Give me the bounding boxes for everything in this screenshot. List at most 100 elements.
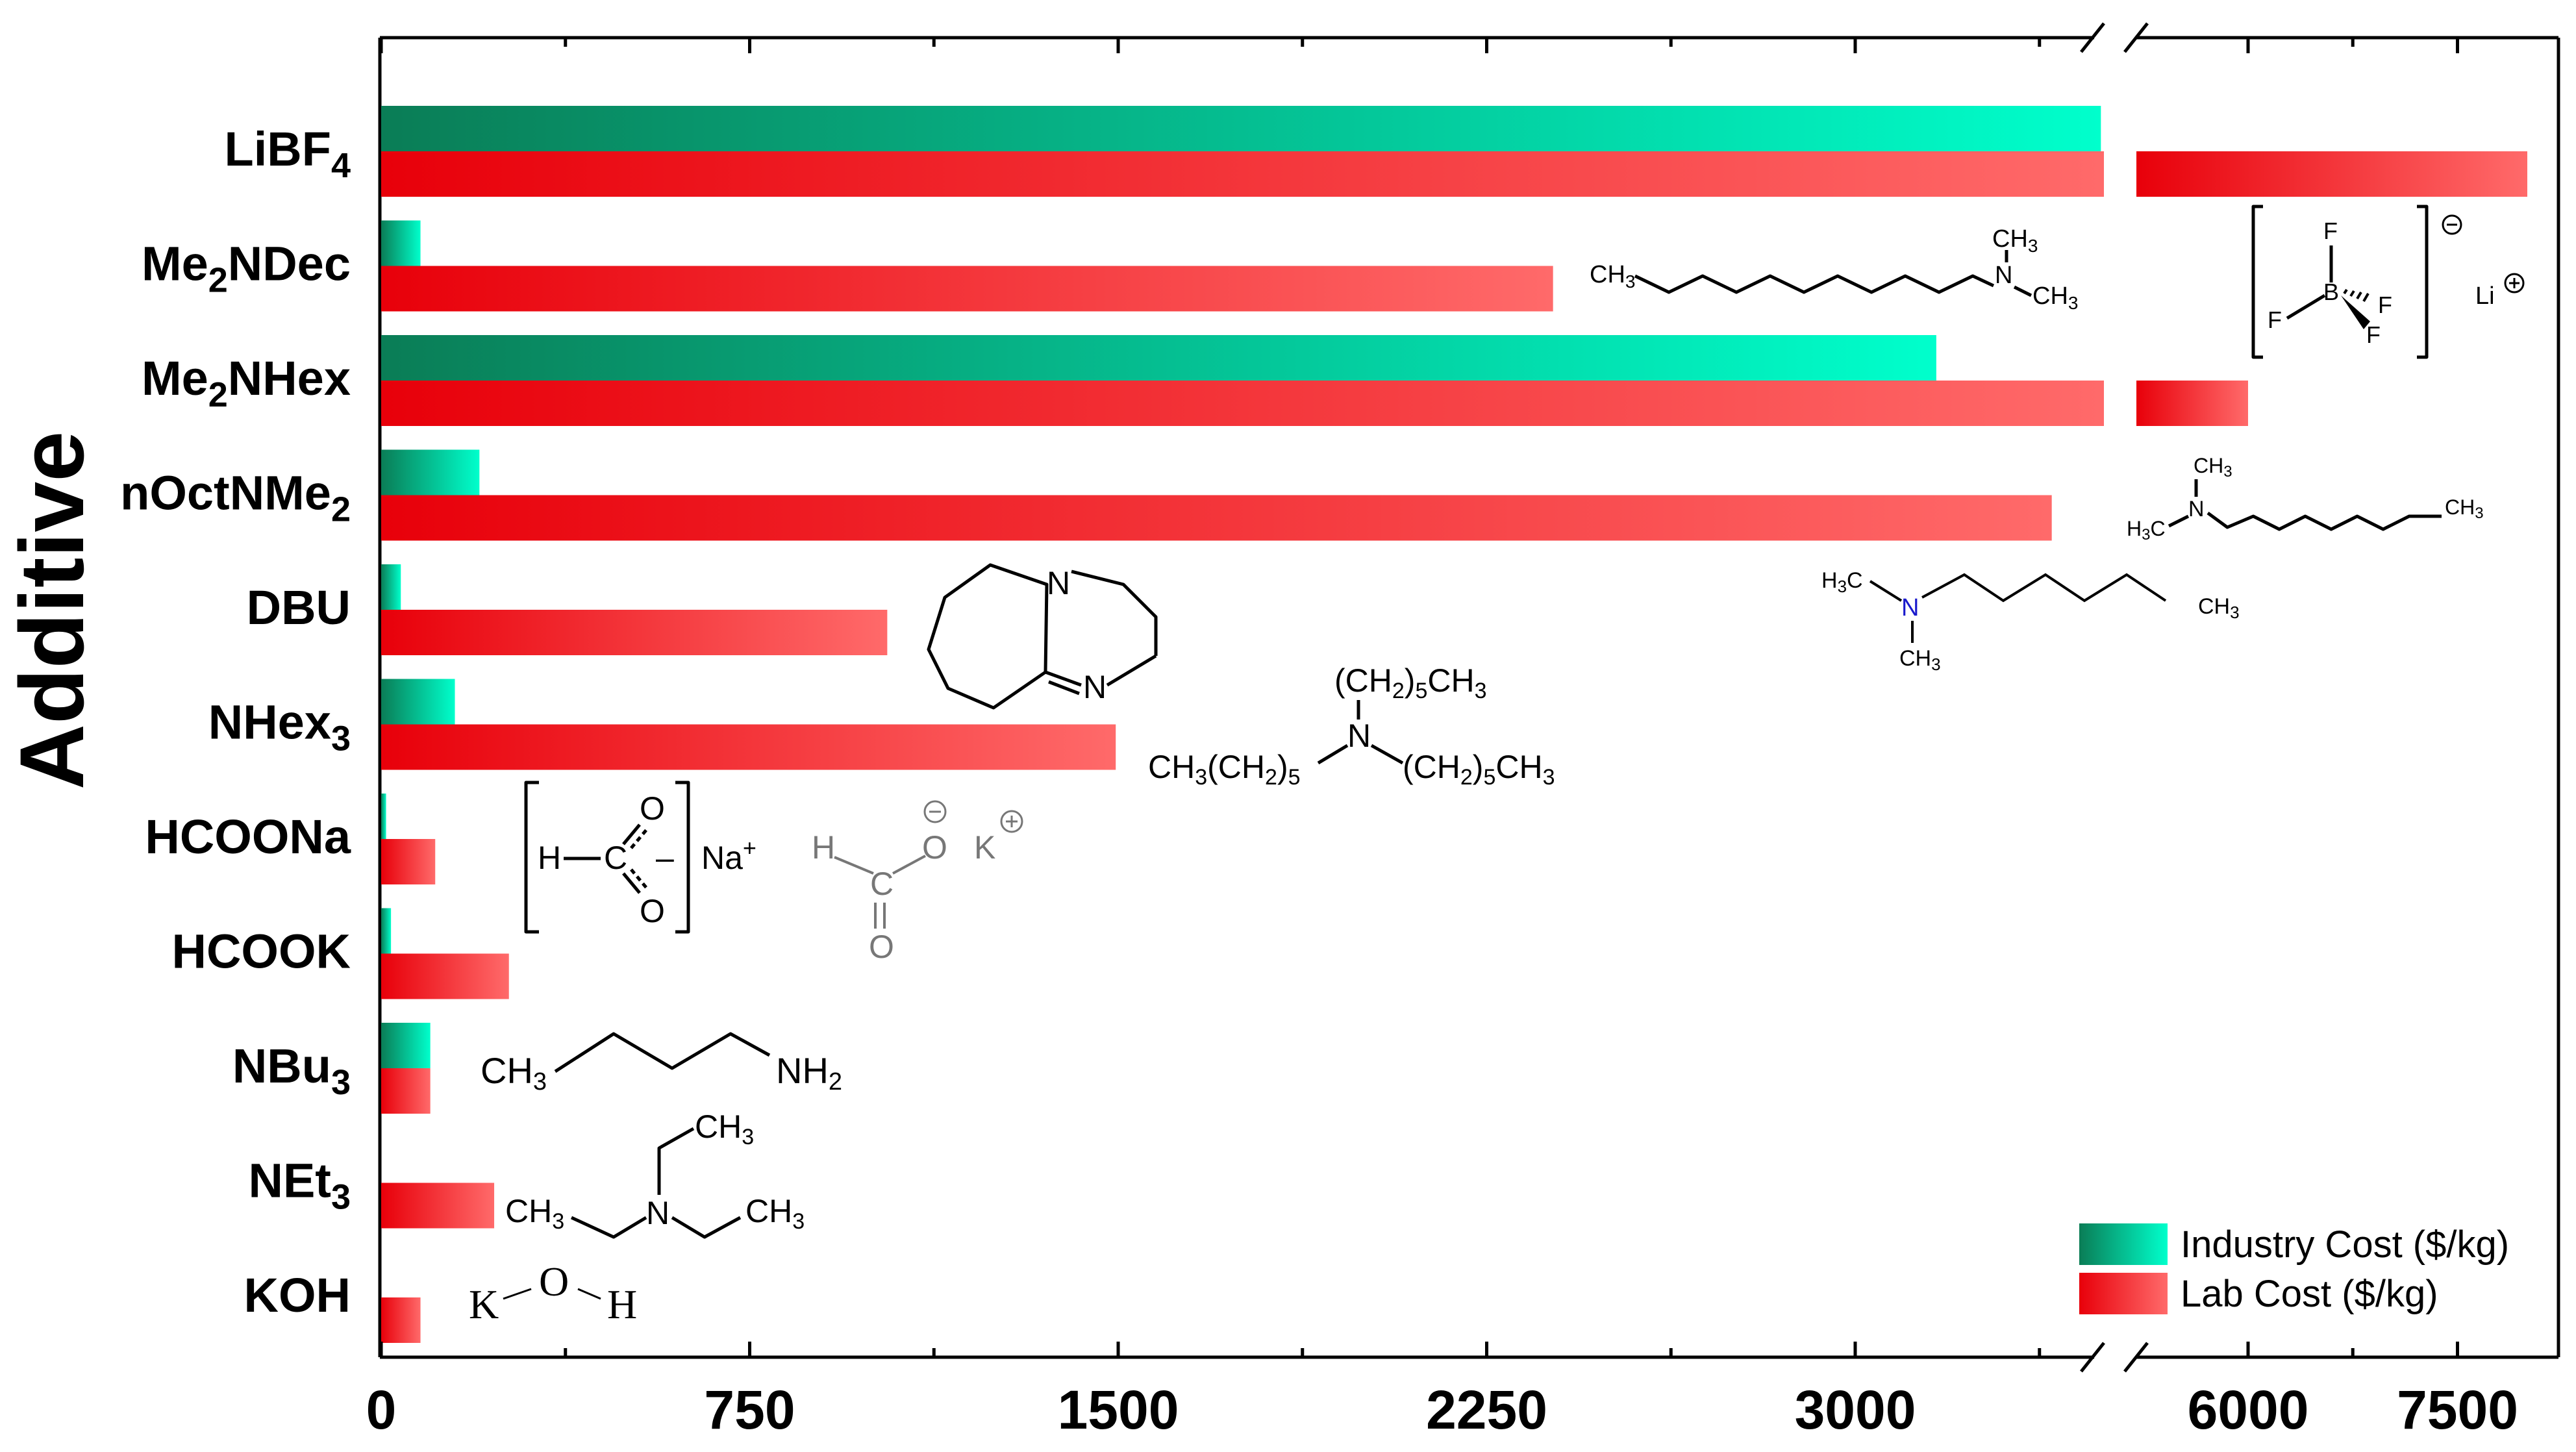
x-tick-label-2250: 2250 bbox=[1426, 1379, 1547, 1440]
svg-text:(CH2)5CH3: (CH2)5CH3 bbox=[1403, 749, 1555, 790]
plot-frame bbox=[378, 36, 2560, 1359]
legend-swatch-industry bbox=[2079, 1223, 2168, 1265]
bars-layer bbox=[381, 106, 2527, 1343]
libf4-atom-f-right: F bbox=[2378, 292, 2392, 318]
lab-cost-bar-2-seg1 bbox=[381, 381, 2104, 426]
svg-text:CH3: CH3 bbox=[1899, 646, 1941, 674]
x-tick-label-0: 0 bbox=[366, 1379, 397, 1440]
lab-cost-bar-6 bbox=[381, 839, 436, 884]
libf4-atom-b: B bbox=[2323, 279, 2339, 305]
svg-text:K: K bbox=[974, 829, 995, 866]
svg-text:CH3: CH3 bbox=[2198, 594, 2240, 622]
category-label-7: HCOOK bbox=[172, 925, 351, 979]
svg-text:H3C: H3C bbox=[1821, 568, 1863, 596]
svg-text:H: H bbox=[607, 1281, 637, 1327]
svg-text:O: O bbox=[869, 929, 894, 965]
x-tick-label-6000: 6000 bbox=[2188, 1379, 2309, 1440]
category-label-5: NHex3 bbox=[208, 695, 351, 758]
svg-text:CH3: CH3 bbox=[2194, 454, 2232, 481]
legend: Industry Cost ($/kg) Lab Cost ($/kg) bbox=[2079, 1223, 2509, 1315]
lab-cost-bar-1 bbox=[381, 266, 1553, 312]
industry-cost-bar-2 bbox=[381, 335, 1936, 381]
svg-text:Na+: Na+ bbox=[701, 834, 757, 876]
me2ndec-atom-n: N bbox=[1995, 262, 2012, 289]
nhex3-atom-n: N bbox=[1347, 718, 1371, 754]
svg-text:CH3: CH3 bbox=[2445, 495, 2484, 522]
net3-structure: CH3 N CH3 CH3 bbox=[505, 1108, 805, 1239]
lab-cost-bar-7 bbox=[381, 953, 509, 999]
libf4-atom-f-bottom: F bbox=[2366, 321, 2381, 348]
libf4-atom-f-top: F bbox=[2323, 218, 2338, 244]
svg-text:K: K bbox=[469, 1281, 499, 1327]
industry-cost-bar-0 bbox=[381, 106, 2101, 151]
category-label-8: NBu3 bbox=[232, 1039, 351, 1102]
x-tick-label-750: 750 bbox=[704, 1379, 795, 1440]
dbu-atom-n1: N bbox=[1047, 565, 1070, 601]
industry-cost-bar-7 bbox=[381, 908, 392, 954]
svg-text:CH3: CH3 bbox=[2032, 282, 2078, 313]
me2nhex-atom-n: N bbox=[1901, 594, 1919, 621]
category-label-1: Me2NDec bbox=[142, 237, 351, 300]
category-label-2: Me2NHex bbox=[142, 351, 351, 414]
svg-text:NH2: NH2 bbox=[776, 1050, 842, 1095]
category-label-10: KOH bbox=[244, 1268, 351, 1322]
libf4-atom-f-left: F bbox=[2268, 307, 2282, 333]
lab-cost-bar-0-seg1 bbox=[381, 151, 2104, 197]
svg-text:CH3: CH3 bbox=[1590, 261, 1635, 292]
svg-text:–: – bbox=[656, 840, 674, 876]
lab-cost-bar-0-seg2 bbox=[2136, 151, 2527, 197]
industry-cost-bar-8 bbox=[381, 1023, 431, 1068]
koh-structure: K O H bbox=[469, 1258, 637, 1327]
industry-cost-bar-3 bbox=[381, 449, 480, 495]
svg-text:O: O bbox=[640, 790, 665, 827]
hcook-structure: H C O O K bbox=[812, 800, 1023, 965]
x-axis-ticks: 0 750 1500 2250 3000 6000 7500 bbox=[366, 38, 2518, 1440]
legend-label-lab: Lab Cost ($/kg) bbox=[2181, 1273, 2438, 1315]
category-label-0: LiBF4 bbox=[225, 122, 351, 185]
svg-text:(CH2)5CH3: (CH2)5CH3 bbox=[1334, 662, 1487, 703]
lab-cost-bar-5 bbox=[381, 724, 1116, 770]
y-axis-title: Additive bbox=[1, 431, 103, 790]
lab-cost-bar-3 bbox=[381, 495, 2052, 541]
me2ndec-structure: CH3 N CH3 CH3 bbox=[1590, 225, 2078, 313]
axis-break-marks bbox=[2080, 22, 2149, 1373]
industry-cost-bar-4 bbox=[381, 564, 401, 610]
category-label-3: nOctNMe2 bbox=[120, 466, 351, 529]
dbu-structure: N N bbox=[927, 563, 1158, 710]
svg-text:H: H bbox=[812, 829, 835, 866]
svg-text:CH3: CH3 bbox=[1992, 225, 2038, 256]
svg-text:CH3: CH3 bbox=[695, 1108, 754, 1149]
x-tick-label-3000: 3000 bbox=[1795, 1379, 1916, 1440]
svg-text:CH3: CH3 bbox=[745, 1193, 805, 1234]
svg-text:H: H bbox=[538, 840, 561, 876]
svg-text:C: C bbox=[604, 840, 627, 876]
category-label-9: NEt3 bbox=[249, 1154, 351, 1217]
legend-label-industry: Industry Cost ($/kg) bbox=[2181, 1223, 2509, 1266]
nbu3-structure: CH3 NH2 bbox=[481, 1032, 842, 1095]
lab-cost-bar-10 bbox=[381, 1297, 421, 1343]
lab-cost-bar-4 bbox=[381, 610, 888, 655]
net3-atom-n: N bbox=[646, 1195, 669, 1231]
industry-cost-bar-6 bbox=[381, 794, 386, 839]
lab-cost-bar-2-seg2 bbox=[2136, 381, 2248, 426]
libf4-atom-li: Li bbox=[2475, 282, 2495, 310]
svg-text:H3C: H3C bbox=[2127, 517, 2166, 544]
svg-text:CH3: CH3 bbox=[505, 1193, 564, 1234]
industry-cost-bar-1 bbox=[381, 220, 421, 266]
lab-cost-bar-8 bbox=[381, 1068, 431, 1114]
me2nhex-structure: H3C N CH3 CH3 bbox=[1821, 568, 2240, 674]
x-tick-label-1500: 1500 bbox=[1058, 1379, 1179, 1440]
svg-text:O: O bbox=[539, 1258, 569, 1305]
noctnme2-atom-n: N bbox=[2188, 497, 2205, 521]
libf4-structure: F B F F F Li bbox=[2251, 205, 2525, 359]
svg-text:CH3(CH2)5: CH3(CH2)5 bbox=[1148, 749, 1301, 790]
category-label-4: DBU bbox=[247, 581, 351, 634]
y-axis-category-labels: LiBF4 Me2NDec Me2NHex nOctNMe2 DBU NHex3 HCOON… bbox=[120, 122, 351, 1322]
legend-swatch-lab bbox=[2079, 1273, 2168, 1314]
svg-text:C: C bbox=[870, 866, 894, 902]
hcoona-structure: H C O O – Na+ bbox=[524, 781, 757, 934]
svg-text:CH3: CH3 bbox=[481, 1050, 547, 1095]
category-label-6: HCOONa bbox=[145, 810, 351, 864]
lab-cost-bar-9 bbox=[381, 1183, 495, 1229]
